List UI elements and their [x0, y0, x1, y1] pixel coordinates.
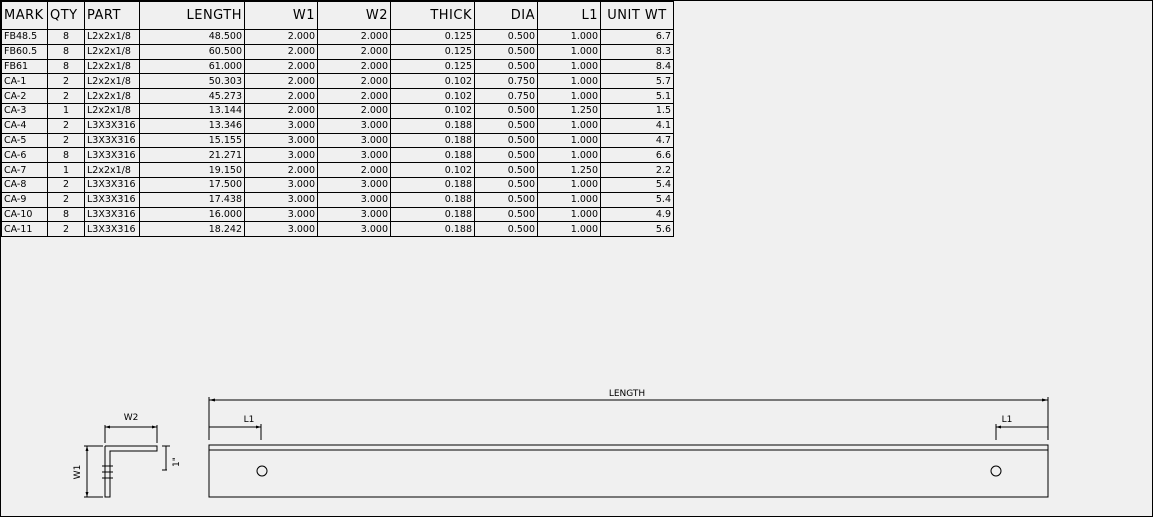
hole-right [990, 465, 1002, 477]
parts-table: MARK QTY PART LENGTH W1 W2 THICK DIA L1 … [1, 1, 674, 238]
w2-label: W2 [124, 413, 139, 423]
cell-w1: 3.000 [244, 221, 318, 238]
w1-dimension: W1 [73, 445, 103, 498]
cell-qty: 2 [47, 221, 85, 238]
w2-dimension: W2 [104, 413, 158, 443]
table-row: CA-11 2 L3X3X316 18.242 3.000 3.000 0.188 0.500… [1, 221, 674, 238]
table-row: CA-4 2 L3X3X316 13.346 3.000 3.000 0.188 0.500 1… [1, 117, 674, 134]
col-header-qty: QTY [47, 1, 85, 30]
col-header-w1: W1 [244, 1, 318, 30]
table-row: CA-1 2 L2x2x1/8 50.303 2.000 2.000 0.102 0.750 1… [1, 73, 674, 90]
col-header-l1: L1 [537, 1, 601, 30]
length-label: LENGTH [609, 389, 645, 399]
table-row: CA-3 1 L2x2x1/8 13.144 2.000 2.000 0.102 0.500 1… [1, 102, 674, 119]
l1-right-dimension: L1 [995, 415, 1048, 440]
l1-right-label: L1 [1002, 415, 1013, 425]
angle-elevation [208, 444, 1049, 498]
hole-left [256, 465, 268, 477]
w1-label: W1 [73, 465, 83, 480]
col-header-mark: MARK [1, 1, 48, 30]
cell-part: L3X3X316 [84, 221, 140, 238]
table-row: FB60.5 8 L2x2x1/8 60.500 2.000 2.000 0.125 0.50… [1, 43, 674, 60]
length-dimension: LENGTH [208, 389, 1049, 440]
cell-unit-wt: 5.6 [600, 221, 674, 238]
l1-left-label: L1 [244, 415, 255, 425]
one-inch-dimension: 1" [162, 445, 182, 471]
table-row: CA-9 2 L3X3X316 17.438 3.000 3.000 0.188 0.500 1… [1, 191, 674, 208]
cell-unit-wt: 5.1 [600, 88, 674, 104]
l1-left-dimension: L1 [209, 415, 262, 440]
col-header-dia: DIA [474, 1, 538, 30]
table-row: FB48.5 8 L2x2x1/8 48.500 2.000 2.000 0.125 0.50… [1, 29, 674, 45]
table-row: CA-2 2 L2x2x1/8 45.273 2.000 2.000 0.102 0.750 1… [1, 88, 674, 104]
col-header-unit-wt: UNIT WT [600, 1, 674, 30]
col-header-w2: W2 [317, 1, 391, 30]
angle-section [102, 445, 158, 498]
col-header-length: LENGTH [139, 1, 245, 30]
one-inch-label: 1" [172, 457, 182, 467]
table-header-row: MARK QTY PART LENGTH W1 W2 THICK DIA L1 … [1, 1, 674, 30]
cell-w2: 3.000 [317, 221, 391, 238]
